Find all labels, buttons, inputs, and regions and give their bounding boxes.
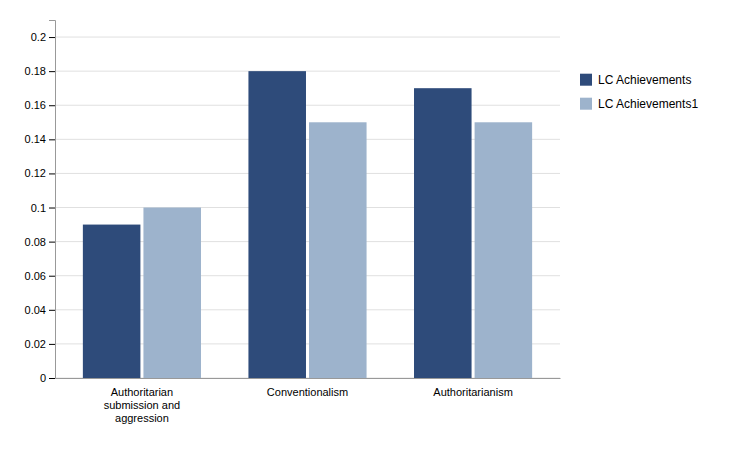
x-axis-line	[56, 378, 561, 379]
y-tick: 0	[40, 372, 55, 384]
x-tick-label-line: Authoritarian	[111, 386, 173, 398]
x-tick-label: Conventionalism	[267, 386, 348, 398]
y-tick-label: 0.02	[25, 338, 46, 350]
y-tick: 0.02	[25, 338, 55, 350]
y-tick-mark	[49, 242, 55, 243]
legend-item: LC Achievements1	[580, 97, 698, 111]
grid	[55, 37, 560, 378]
y-tick-label: 0.06	[25, 270, 46, 282]
x-tick: Authoritarianism	[433, 378, 512, 398]
series	[83, 71, 472, 378]
y-tick-mark	[49, 71, 55, 72]
x-tick-label-line: Conventionalism	[267, 386, 348, 398]
bars	[83, 71, 532, 378]
y-tick-mark	[49, 139, 55, 140]
y-tick: 0.18	[25, 65, 55, 77]
y-tick-label: 0.16	[25, 99, 46, 111]
series	[143, 122, 532, 378]
legend-item: LC Achievements	[580, 73, 691, 87]
x-tick-label-line: Authoritarianism	[433, 386, 512, 398]
y-tick-mark	[49, 276, 55, 277]
grid-line	[55, 37, 560, 38]
x-tick-label-line: aggression	[115, 412, 169, 424]
y-tick-mark	[49, 173, 55, 174]
x-tick-label: Authoritarianism	[433, 386, 512, 398]
legend-label: LC Achievements1	[598, 97, 698, 111]
plot: 0 0.02 0.04 0.06 0.08 0.1 0.12 0.14 0.16 0.18 0.2 A…	[25, 21, 561, 425]
y-tick-mark	[49, 208, 55, 209]
y-tick-label: 0.2	[31, 31, 46, 43]
y-tick-mark	[49, 344, 55, 345]
bar	[143, 208, 201, 378]
x-tick-label-line: submission and	[104, 399, 180, 411]
y-tick-label: 0.18	[25, 65, 46, 77]
bar	[414, 88, 472, 378]
y-tick-label: 0.14	[25, 133, 46, 145]
y-tick-label: 0.08	[25, 236, 46, 248]
bar	[248, 71, 306, 378]
y-axis: 0 0.02 0.04 0.06 0.08 0.1 0.12 0.14 0.16 0.18 0.2	[25, 21, 56, 385]
y-tick-label: 0.04	[25, 304, 46, 316]
y-tick: 0.12	[25, 167, 55, 179]
x-tick: Authoritariansubmission andaggression	[104, 378, 180, 424]
y-tick: 0.04	[25, 304, 55, 316]
y-tick: 0.08	[25, 236, 55, 248]
x-tick-label: Authoritariansubmission andaggression	[104, 386, 180, 424]
y-tick: 0.16	[25, 99, 55, 111]
y-tick-label: 0.1	[31, 202, 46, 214]
grid-line	[55, 105, 560, 106]
y-tick-mark	[49, 37, 55, 38]
y-tick-mark	[49, 105, 55, 106]
y-tick-label: 0	[40, 372, 46, 384]
y-tick-mark	[49, 310, 55, 311]
x-axis: Authoritariansubmission andaggression Con…	[56, 378, 561, 424]
chart: 0 0.02 0.04 0.06 0.08 0.1 0.12 0.14 0.16 0.18 0.2 A…	[0, 0, 750, 450]
y-tick-label: 0.12	[25, 167, 46, 179]
bar	[309, 122, 367, 378]
y-tick-mark	[49, 378, 55, 379]
y-tick: 0.14	[25, 133, 55, 145]
legend-swatch	[580, 74, 592, 86]
legend: LC Achievements LC Achievements1	[580, 73, 698, 111]
grid-line	[55, 71, 560, 72]
bar	[475, 122, 533, 378]
legend-label: LC Achievements	[598, 73, 691, 87]
y-axis-line	[49, 21, 56, 379]
y-tick: 0.06	[25, 270, 55, 282]
y-tick: 0.1	[31, 202, 55, 214]
legend-swatch	[580, 98, 592, 110]
bar	[83, 225, 141, 378]
x-tick: Conventionalism	[267, 378, 348, 398]
y-tick: 0.2	[31, 31, 55, 43]
